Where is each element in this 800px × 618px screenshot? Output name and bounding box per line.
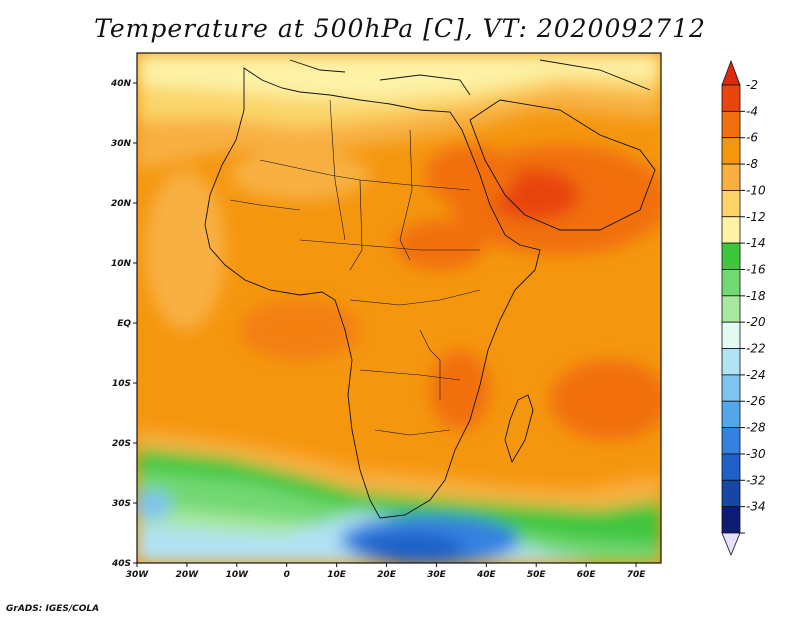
lon-tick-label: 20E [377, 570, 397, 580]
colorbar-label: -4 [746, 104, 758, 118]
colorbar-swatch [721, 506, 741, 534]
colorbar-swatch [721, 348, 741, 376]
colorbar-swatch [721, 137, 741, 165]
colorbar-swatch [721, 110, 741, 139]
lat-tick-label: 40S [111, 559, 131, 569]
lon-tick-label: 30W [126, 570, 150, 580]
colorbar-label: -6 [746, 131, 758, 145]
lat-tick-label: 20S [112, 439, 131, 449]
credit-text: GrADS: IGES/COLA [6, 604, 100, 614]
colorbar-label: -34 [746, 500, 766, 514]
colorbar-swatch [721, 427, 741, 455]
lon-tick-label: 10W [226, 570, 250, 580]
colorbar-swatch [721, 269, 741, 297]
lon-tick-label: 10E [327, 570, 347, 580]
colorbar-label: -14 [746, 236, 766, 250]
lon-tick-label: 30E [427, 570, 447, 580]
lon-tick-label: 50E [527, 570, 547, 580]
colorbar-swatch [721, 163, 741, 191]
colorbar-label: -24 [746, 368, 766, 382]
longitude-axis: 30W 20W 10W 0 10E 20E 30E 40E 50E 60E 70E [126, 563, 646, 580]
lon-tick-label: 0 [284, 570, 290, 580]
lat-tick-label: 10S [112, 379, 131, 389]
colorbar-swatch [721, 190, 741, 218]
colorbar-swatch [721, 479, 741, 508]
map-frame [136, 52, 662, 564]
colorbar: -2 -4 -6 -8 -10 -12 -14 -16 -18 -20 -22 -24 -26 -28 -3… [721, 59, 766, 557]
map-title: Temperature at 500hPa [C], VT: 202009271… [94, 14, 706, 43]
colorbar-label: -18 [746, 289, 766, 303]
lon-tick-label: 60E [577, 570, 597, 580]
colorbar-swatch [721, 453, 741, 481]
colorbar-swatch [721, 400, 741, 428]
country-borders [229, 99, 481, 436]
colorbar-label: -10 [746, 183, 766, 197]
colorbar-swatch [721, 295, 741, 323]
colorbar-label: -32 [746, 473, 766, 487]
colorbar-label: -26 [746, 394, 766, 408]
temperature-field [137, 53, 661, 563]
lon-tick-label: 70E [627, 570, 647, 580]
lat-tick-label: 40N [110, 79, 132, 89]
colorbar-label: -28 [746, 421, 766, 435]
colorbar-label: -12 [746, 210, 766, 224]
lat-tick-label: 20N [111, 199, 132, 209]
colorbar-label: -2 [746, 78, 758, 92]
colorbar-label: -16 [746, 262, 766, 276]
colorbar-swatch [721, 321, 741, 349]
coastlines [204, 59, 656, 519]
colorbar-label: -20 [746, 315, 766, 329]
lon-tick-label: 20W [176, 570, 200, 580]
colorbar-label: -8 [746, 157, 758, 171]
lon-tick-label: 40E [476, 570, 497, 580]
colorbar-label: -22 [746, 342, 766, 356]
latitude-axis: 40N 30N 20N 10N EQ 10S 20S 30S 40S [110, 79, 137, 569]
colorbar-top-arrow [721, 59, 741, 86]
lat-tick-label: 10N [111, 259, 132, 269]
colorbar-bottom-arrow [721, 532, 741, 557]
colorbar-swatch [721, 84, 741, 112]
colorbar-label: -30 [746, 447, 766, 461]
colorbar-swatch [721, 216, 741, 244]
colorbar-swatch [721, 242, 741, 270]
lat-tick-label: EQ [117, 319, 131, 329]
lat-tick-label: 30S [112, 499, 131, 509]
colorbar-swatch [721, 374, 741, 402]
lat-tick-label: 30N [111, 139, 132, 149]
